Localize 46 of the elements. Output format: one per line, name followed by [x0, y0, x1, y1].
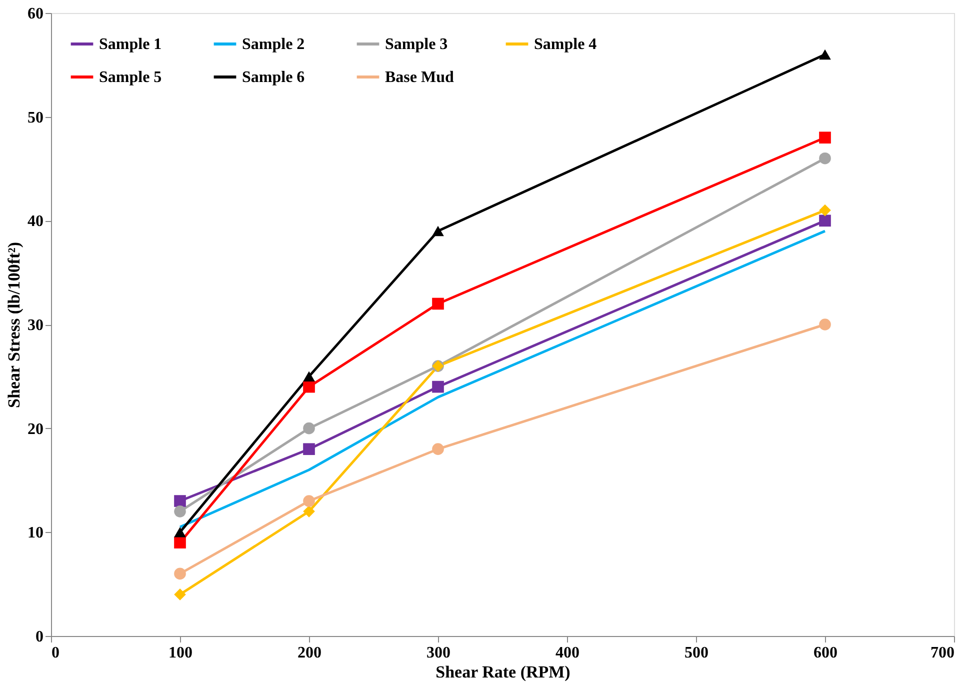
- legend-label: Sample 2: [242, 36, 305, 53]
- y-tick-label: 60: [28, 6, 44, 22]
- point: [819, 49, 831, 60]
- point: [303, 371, 315, 382]
- y-axis-title: Shear Stress (lb/100ft²): [4, 242, 24, 408]
- legend-label: Sample 4: [534, 36, 597, 53]
- point: [432, 380, 444, 393]
- point: [432, 226, 444, 236]
- point: [819, 204, 831, 216]
- point: [819, 152, 831, 164]
- legend-label: Sample 1: [99, 36, 162, 53]
- point: [303, 422, 315, 434]
- point: [303, 380, 315, 393]
- y-tick-label: 10: [28, 524, 44, 542]
- point: [819, 318, 831, 330]
- y-tick-label: 0: [36, 628, 44, 646]
- point: [303, 495, 315, 507]
- point: [174, 505, 186, 518]
- point: [174, 527, 186, 538]
- legend-label: Sample 3: [385, 36, 448, 53]
- x-axis-title: Shear Rate (RPM): [436, 662, 570, 682]
- point: [174, 568, 186, 580]
- legend-label: Sample 6: [242, 69, 305, 86]
- y-tick-label: 40: [28, 213, 44, 230]
- x-tick-label: 500: [684, 644, 708, 662]
- point: [819, 214, 831, 227]
- point: [303, 505, 315, 518]
- point: [432, 443, 444, 456]
- legend-label: Base Mud: [385, 69, 454, 86]
- legend-label: Sample 5: [99, 69, 162, 86]
- y-tick-label: 50: [28, 109, 44, 126]
- x-tick-label: 0: [52, 644, 60, 662]
- point: [174, 495, 186, 507]
- point: [432, 298, 444, 310]
- x-tick-label: 600: [814, 644, 838, 662]
- x-tick-label: 300: [426, 644, 450, 662]
- point: [819, 132, 831, 144]
- x-tick-label: 400: [556, 644, 580, 662]
- point: [174, 536, 186, 548]
- x-tick-label: 200: [298, 644, 322, 662]
- x-tick-label: 700: [930, 644, 954, 662]
- y-tick-label: 30: [28, 317, 44, 334]
- point: [174, 588, 186, 600]
- x-tick-label: 100: [168, 644, 192, 662]
- y-tick-label: 20: [28, 420, 44, 438]
- point: [303, 443, 315, 456]
